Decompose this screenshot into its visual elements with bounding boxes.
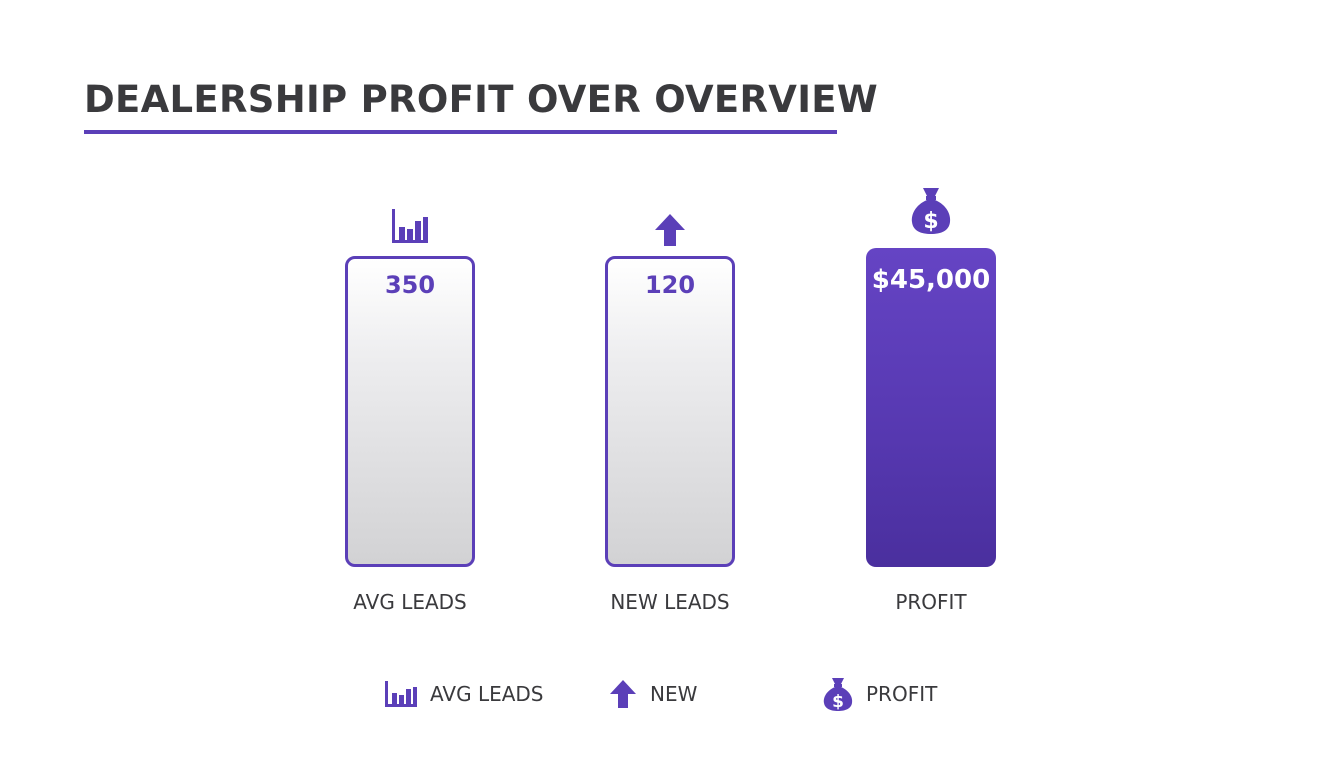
category-label: AVG LEADS <box>353 590 467 614</box>
chart-legend: AVG LEADS NEW $ PROFIT <box>0 676 1344 716</box>
legend-item-avg-leads: AVG LEADS <box>384 676 544 712</box>
bar-profit <box>866 248 996 567</box>
arrow-up-icon <box>608 678 638 710</box>
svg-text:$: $ <box>923 209 938 234</box>
bar-avg-leads <box>345 256 475 567</box>
money-bag-icon: $ <box>909 186 953 234</box>
money-bag-icon: $ <box>822 676 854 712</box>
legend-label: PROFIT <box>866 682 938 706</box>
category-label: NEW LEADS <box>610 590 730 614</box>
arrow-up-icon <box>648 208 692 252</box>
bar-chart-icon <box>388 205 432 249</box>
bar-data-label: 350 <box>384 271 436 299</box>
legend-item-new: NEW <box>608 676 697 712</box>
chart-title: DEALERSHIP PROFIT OVER OVERVIEW <box>84 78 878 121</box>
bar-chart-icon <box>384 679 418 709</box>
legend-label: AVG LEADS <box>430 682 544 706</box>
bar-new-leads <box>605 256 735 567</box>
bar-data-label: $45,000 <box>871 265 991 295</box>
bar-data-label: 120 <box>644 271 696 299</box>
title-underline <box>84 130 837 134</box>
legend-label: NEW <box>650 682 698 706</box>
legend-item-profit: $ PROFIT <box>822 676 937 712</box>
svg-text:$: $ <box>832 692 844 712</box>
category-label: PROFIT <box>895 590 967 614</box>
